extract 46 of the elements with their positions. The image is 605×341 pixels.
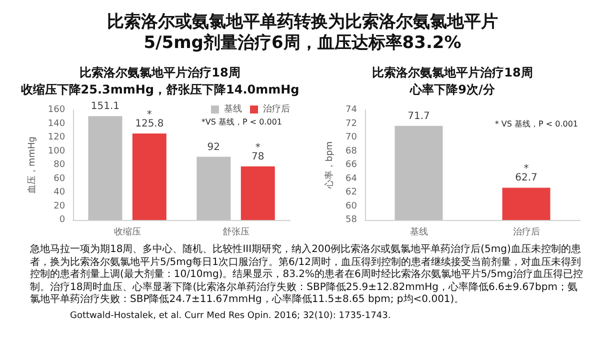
y-tick-label: 0 xyxy=(59,215,66,225)
data-label: 92 xyxy=(207,142,220,153)
legend-label: 治疗后 xyxy=(263,104,290,114)
data-label: * 125.8 xyxy=(135,110,164,130)
bar xyxy=(88,116,122,220)
chart-subtitle: 收缩压下降25.3mmHg，舒张压下降14.0mmHg xyxy=(20,82,300,96)
y-axis-title: 血压，mmHg xyxy=(26,136,38,194)
y-tick-label: 68 xyxy=(346,146,358,156)
y-tick-label: 80 xyxy=(54,160,66,170)
text: 比索洛尔或氨氯地平单药转换为比索洛尔氨氯地平片 xyxy=(106,12,499,33)
y-tick-label: 40 xyxy=(54,188,66,198)
bar xyxy=(196,156,231,220)
y-tick-label: 62 xyxy=(346,188,357,198)
y-tick-label: 64 xyxy=(346,174,358,184)
data-label: * 78 xyxy=(252,142,264,162)
y-tick-label: 74 xyxy=(346,105,358,115)
y-tick-label: 60 xyxy=(54,174,66,184)
bar xyxy=(132,134,166,220)
y-tick-label: 160 xyxy=(48,105,66,115)
y-axis-title: 心率，bpm xyxy=(324,141,336,190)
y-tick-label: 60 xyxy=(346,201,358,212)
text: 5/5mg剂量治疗6周，血压达标率83.2% xyxy=(142,33,462,54)
x-tick-label: 治疗后 xyxy=(512,226,540,238)
x-tick-label: 收缩压 xyxy=(114,226,141,238)
chart-title: 比索洛尔氨氯地平片治疗18周 xyxy=(372,66,533,80)
text: Gottwald-Hostalek, et al. Curr Med Res Opin. 2016; 32(10): 1735-1743. xyxy=(70,310,392,322)
y-tick-label: 20 xyxy=(54,201,66,212)
annotation: * VS 基线，P < 0.001 xyxy=(494,120,578,128)
data-label: 71.7 xyxy=(408,110,430,122)
y-tick-label: 100 xyxy=(48,146,66,156)
chart-title: 比索洛尔氨氯地平片治疗18周 xyxy=(80,66,240,80)
data-label: 151.1 xyxy=(90,101,120,112)
legend-label: 基线 xyxy=(224,104,242,114)
y-tick-label: 58 xyxy=(346,215,358,225)
bar xyxy=(240,166,275,220)
annotation: *VS 基线，P < 0.001 xyxy=(201,118,282,126)
y-tick-label: 72 xyxy=(346,118,357,129)
y-tick-label: 140 xyxy=(48,118,66,129)
data-label: * 62.7 xyxy=(515,164,538,184)
y-tick-label: 120 xyxy=(48,132,66,142)
y-tick-label: 70 xyxy=(346,132,358,142)
y-tick-label: 66 xyxy=(346,160,358,170)
chart-subtitle: 心率下降9次/分 xyxy=(409,82,496,96)
text: 急地马拉一项为期18周、多中心、随机、比较性III期研究，纳入200例比索洛尔或氨氯地平单药治疗后(5mg)血压未控制的患者，换为比索洛尔氨氯地平片5/5mg每日1次口服治疗。第6/12周时，血压得到控制的患者继续接受当前剂量，对血压未得到控制的患者剂量上调(最大剂量：10/10mg)。结果显示，83.2%的患者在6周时经比索洛尔氨氯地平片5/5mg治疗血压得已控制。治疗18周时血压、心率显著下降(比索洛尔单药治疗失败：SBP降低25.9±12.82mmHg，心率降低6.6±9.67bpm；氨氯地平单药治疗失败：SBP降低24.7±11.67mmHg，心率降低11.5±8.65 bpm; p均<0.001)。 xyxy=(30,244,584,306)
x-tick-label: 舒张压 xyxy=(222,226,250,238)
x-tick-label: 基线 xyxy=(410,226,428,238)
